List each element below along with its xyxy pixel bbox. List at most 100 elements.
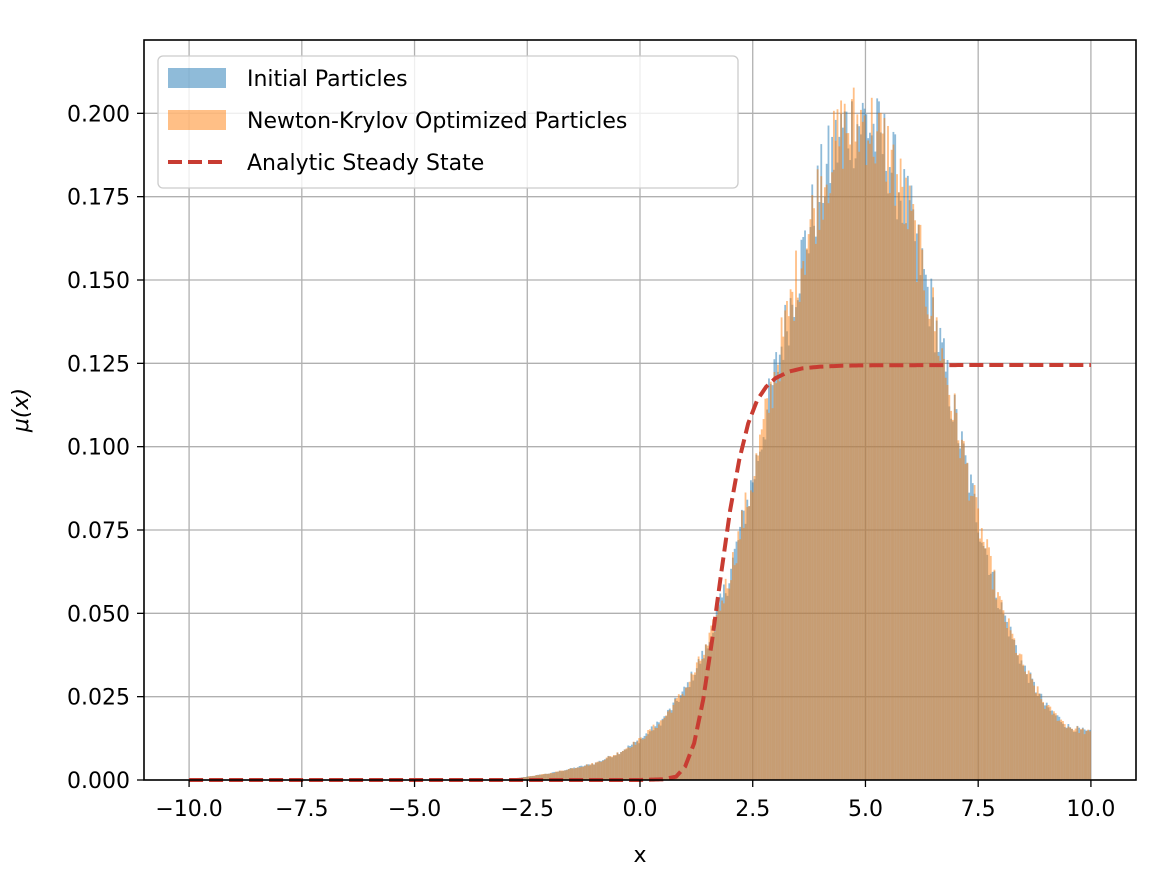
histogram-bar <box>544 773 547 780</box>
histogram-bar <box>1062 721 1064 780</box>
histogram-bar <box>935 317 938 780</box>
histogram-bar <box>943 358 945 780</box>
histogram-bar <box>650 730 653 780</box>
x-tick-label: −5.0 <box>388 797 441 822</box>
histogram-bar <box>730 580 732 780</box>
histogram-bar <box>593 764 595 780</box>
y-tick-label: 0.100 <box>67 436 130 461</box>
histogram-bar <box>1044 708 1046 780</box>
histogram-bar <box>1071 728 1073 780</box>
histogram-bar <box>591 762 594 780</box>
histogram-bar <box>971 496 974 780</box>
histogram-bar <box>908 185 911 781</box>
histogram-bar <box>796 297 799 780</box>
histogram-bar <box>832 110 835 780</box>
histogram-bar <box>537 775 539 780</box>
histogram-bar <box>605 757 608 780</box>
histogram-bar <box>647 730 650 780</box>
histogram-bar <box>924 306 927 780</box>
histogram-bar <box>905 177 907 781</box>
histogram-bar <box>638 738 640 780</box>
histogram-bar <box>995 599 998 780</box>
histogram-bar <box>1020 654 1023 780</box>
histogram-bar <box>728 588 731 780</box>
histogram-bar <box>557 771 559 780</box>
histogram-bar <box>784 310 787 780</box>
histogram-bar <box>658 724 660 780</box>
histogram-bar <box>944 377 947 780</box>
y-tick-label: 0.075 <box>67 519 130 544</box>
histogram-bar <box>640 737 642 780</box>
histogram-bar <box>1022 664 1025 780</box>
histogram-bar <box>1027 670 1030 780</box>
histogram-bar <box>598 761 601 780</box>
histogram-bar <box>618 754 621 780</box>
histogram-bar <box>625 748 628 780</box>
histogram-bar <box>649 729 651 780</box>
histogram-bar <box>852 87 855 780</box>
histogram-bar <box>887 125 889 780</box>
x-tick-label: 10.0 <box>1066 797 1115 822</box>
histogram-bar <box>564 770 567 780</box>
histogram-bar <box>1006 628 1008 780</box>
histogram-bar <box>576 767 579 780</box>
x-tick-label: −7.5 <box>275 797 328 822</box>
histogram-bar <box>870 97 873 781</box>
histogram-bar <box>912 204 915 780</box>
histogram-bar <box>575 767 577 780</box>
histogram-bar <box>903 224 906 781</box>
histogram-bar <box>553 772 556 780</box>
histogram-bar <box>885 181 888 781</box>
histogram-bar <box>1058 720 1061 780</box>
histogram-bar <box>946 384 949 780</box>
histogram-bar <box>542 774 545 780</box>
histogram-bar <box>546 773 549 780</box>
histogram-bar <box>549 772 552 780</box>
histogram-bar <box>1049 706 1052 780</box>
histogram-bar <box>692 674 695 780</box>
histogram-bar <box>811 195 814 781</box>
histogram-bar <box>667 711 669 780</box>
histogram-bar <box>822 219 824 780</box>
histogram-bar <box>838 146 841 780</box>
histogram-bar <box>982 541 985 780</box>
histogram-bar <box>941 348 944 780</box>
histogram-bar <box>634 744 637 780</box>
histogram-bar <box>1004 621 1007 780</box>
histogram-bar <box>773 371 776 780</box>
histogram-bar <box>751 492 754 780</box>
histogram-bar <box>825 184 828 780</box>
histogram-bar <box>896 174 898 780</box>
x-axis-ticks: −10.0 −7.5 −5.0 −2.5 0.0 2.5 5.0 7.5 10.0 <box>155 780 1115 822</box>
histogram-bar <box>715 615 718 780</box>
histogram-bar <box>861 121 864 780</box>
histogram-bar <box>962 441 965 780</box>
histogram-bars <box>504 87 1091 781</box>
histogram-bar <box>897 192 900 781</box>
legend-box <box>157 55 739 189</box>
histogram-bar <box>713 631 716 780</box>
histogram-bar <box>708 632 711 780</box>
histogram-bar <box>538 774 541 780</box>
histogram-bar <box>1087 729 1090 780</box>
histogram-bar <box>683 695 686 780</box>
histogram-bar <box>775 383 778 780</box>
histogram-bar <box>1029 673 1032 780</box>
histogram-bar <box>674 699 677 780</box>
histogram-bar <box>975 497 978 780</box>
histogram-bar <box>988 547 990 780</box>
histogram-bar <box>656 727 659 780</box>
histogram-bar <box>1054 713 1057 780</box>
histogram-bar <box>1034 693 1037 780</box>
histogram-bar <box>643 738 646 780</box>
histogram-bar <box>843 103 846 780</box>
histogram-bar <box>847 133 850 780</box>
histogram-bar <box>701 658 704 780</box>
histogram-bar <box>1011 633 1014 780</box>
histogram-bar <box>768 412 770 780</box>
legend: Initial Particles Newton-Krylov Optimize… <box>157 55 739 189</box>
histogram-bar <box>688 681 691 780</box>
histogram-bar <box>968 500 971 780</box>
x-axis-label: x <box>633 843 646 868</box>
histogram-bar <box>548 773 550 780</box>
